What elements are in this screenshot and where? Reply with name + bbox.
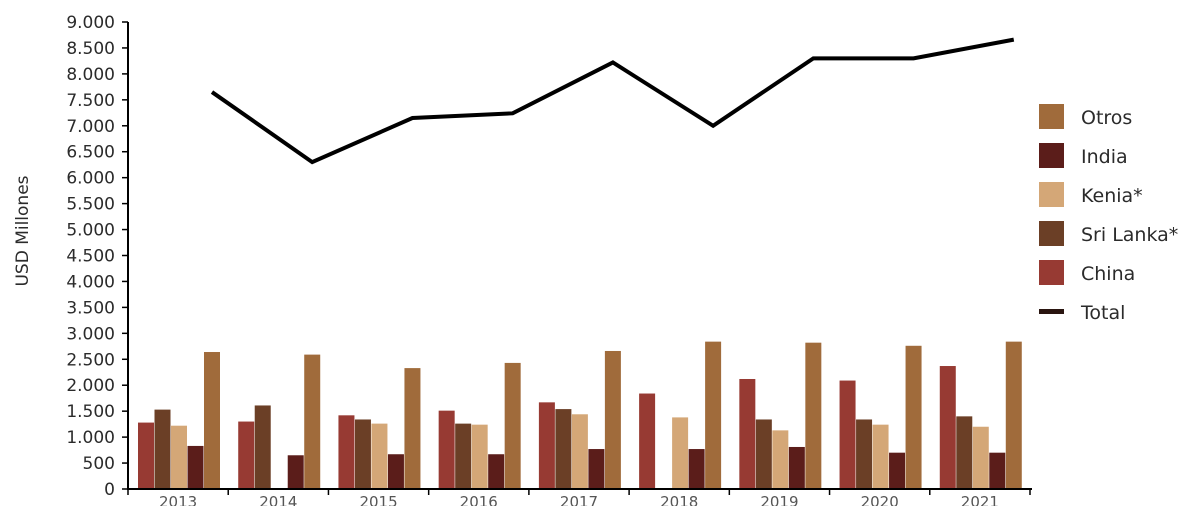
- bar-kenia-2021: [972, 426, 989, 489]
- bar-china-2020: [839, 380, 856, 489]
- bar-india-2018: [688, 449, 705, 489]
- bar-otros-2017: [604, 350, 621, 489]
- y-tick-label: 4.000: [66, 272, 115, 292]
- bar-kenia-2019: [772, 430, 789, 489]
- x-tick-label: 2020: [861, 493, 899, 506]
- bar-otros-2019: [805, 342, 822, 489]
- legend-label-india: India: [1081, 146, 1128, 168]
- bar-china-2019: [739, 378, 756, 489]
- y-tick-label: 8.500: [66, 39, 115, 59]
- y-tick-label: 1.500: [66, 402, 115, 422]
- x-tick-label: 2021: [961, 493, 999, 506]
- bar-india-2021: [989, 452, 1006, 489]
- legend-swatch-total: [1039, 309, 1064, 314]
- legend-swatch-china: [1039, 260, 1064, 285]
- legend-label-total: Total: [1080, 302, 1125, 324]
- x-tick-label: 2016: [460, 493, 498, 506]
- bar-china-2016: [438, 410, 455, 489]
- legend-swatch-kenia: [1039, 182, 1064, 207]
- y-tick-label: 5.500: [66, 195, 115, 215]
- bar-sri-lanka-2015: [354, 419, 371, 489]
- y-tick-label: 6.000: [66, 169, 115, 189]
- x-tick-label: 2015: [359, 493, 397, 506]
- x-ticks: 2013 2014 2015 2016 2017 2018 2019 2020 2021: [127, 489, 1031, 506]
- bar-otros-2018: [705, 341, 722, 489]
- bar-sri-lanka-2021: [956, 416, 973, 489]
- legend-swatch-otros: [1039, 104, 1064, 129]
- legend-swatch-sri-lanka: [1039, 221, 1064, 246]
- bar-kenia-2017: [571, 414, 588, 489]
- bar-sri-lanka-2019: [755, 419, 772, 489]
- y-tick-label: 3.500: [66, 298, 115, 318]
- y-tick-label: 500: [83, 454, 115, 474]
- bar-kenia-2015: [371, 423, 388, 489]
- y-tick-label: 3.000: [66, 324, 115, 344]
- x-tick-label: 2018: [660, 493, 698, 506]
- y-tick-label: 9.000: [66, 13, 115, 33]
- y-tick-label: 0: [104, 480, 115, 500]
- bar-otros-2021: [1005, 341, 1022, 489]
- bar-china-2014: [238, 421, 255, 489]
- bar-india-2013: [187, 445, 204, 489]
- bar-sri-lanka-2016: [455, 423, 472, 489]
- bar-india-2014: [287, 455, 304, 489]
- legend: Otros India Kenia* Sri Lanka* China Total: [1039, 104, 1178, 324]
- y-tick-label: 8.000: [66, 65, 115, 85]
- total-line-layer: [210, 37, 1015, 165]
- y-tick-label: 4.500: [66, 247, 115, 267]
- y-ticks: 0 500 1.000 1.500 2.000 2.500 3.000 3.500 4.000 4…: [66, 13, 128, 500]
- bar-sri-lanka-2020: [856, 419, 873, 489]
- x-tick-label: 2014: [259, 493, 297, 506]
- bar-china-2021: [939, 366, 956, 489]
- bar-china-2013: [138, 422, 154, 489]
- bar-sri-lanka-2013: [154, 409, 171, 489]
- y-tick-label: 2.000: [66, 376, 115, 396]
- bar-kenia-2013: [171, 425, 187, 489]
- y-tick-label: 5.000: [66, 221, 115, 241]
- bar-china-2015: [338, 415, 355, 489]
- bar-china-2018: [639, 393, 656, 489]
- y-tick-label: 7.000: [66, 117, 115, 137]
- legend-label-kenia: Kenia*: [1081, 185, 1143, 207]
- bar-kenia-2018: [672, 417, 689, 489]
- y-axis-title: USD Millones: [13, 175, 33, 286]
- legend-label-china: China: [1081, 263, 1135, 285]
- bar-otros-2016: [504, 362, 521, 489]
- x-tick-label: 2017: [560, 493, 598, 506]
- y-tick-label: 1.000: [66, 428, 115, 448]
- y-tick-label: 2.500: [66, 350, 115, 370]
- bar-otros-2020: [905, 345, 922, 489]
- bar-india-2015: [387, 454, 404, 489]
- y-tick-label: 7.500: [66, 91, 115, 111]
- legend-label-otros: Otros: [1081, 107, 1132, 129]
- bar-china-2017: [538, 402, 555, 489]
- y-tick-label: 6.500: [66, 143, 115, 163]
- bar-india-2019: [788, 446, 805, 489]
- bar-sri-lanka-2017: [555, 409, 572, 489]
- bar-otros-2013: [204, 352, 220, 489]
- bar-kenia-2016: [471, 424, 488, 489]
- x-tick-label: 2019: [760, 493, 798, 506]
- legend-label-sri-lanka: Sri Lanka*: [1081, 224, 1178, 246]
- bar-sri-lanka-2014: [254, 405, 271, 489]
- bar-otros-2015: [404, 368, 421, 489]
- bar-kenia-2020: [872, 424, 889, 489]
- bar-india-2020: [889, 452, 906, 489]
- x-tick-label: 2013: [159, 493, 197, 506]
- bars-layer: [138, 341, 1022, 489]
- total-line: [210, 37, 1015, 165]
- bar-india-2016: [488, 454, 505, 489]
- bar-india-2017: [588, 449, 605, 489]
- legend-swatch-india: [1039, 143, 1064, 168]
- bar-otros-2014: [304, 354, 321, 489]
